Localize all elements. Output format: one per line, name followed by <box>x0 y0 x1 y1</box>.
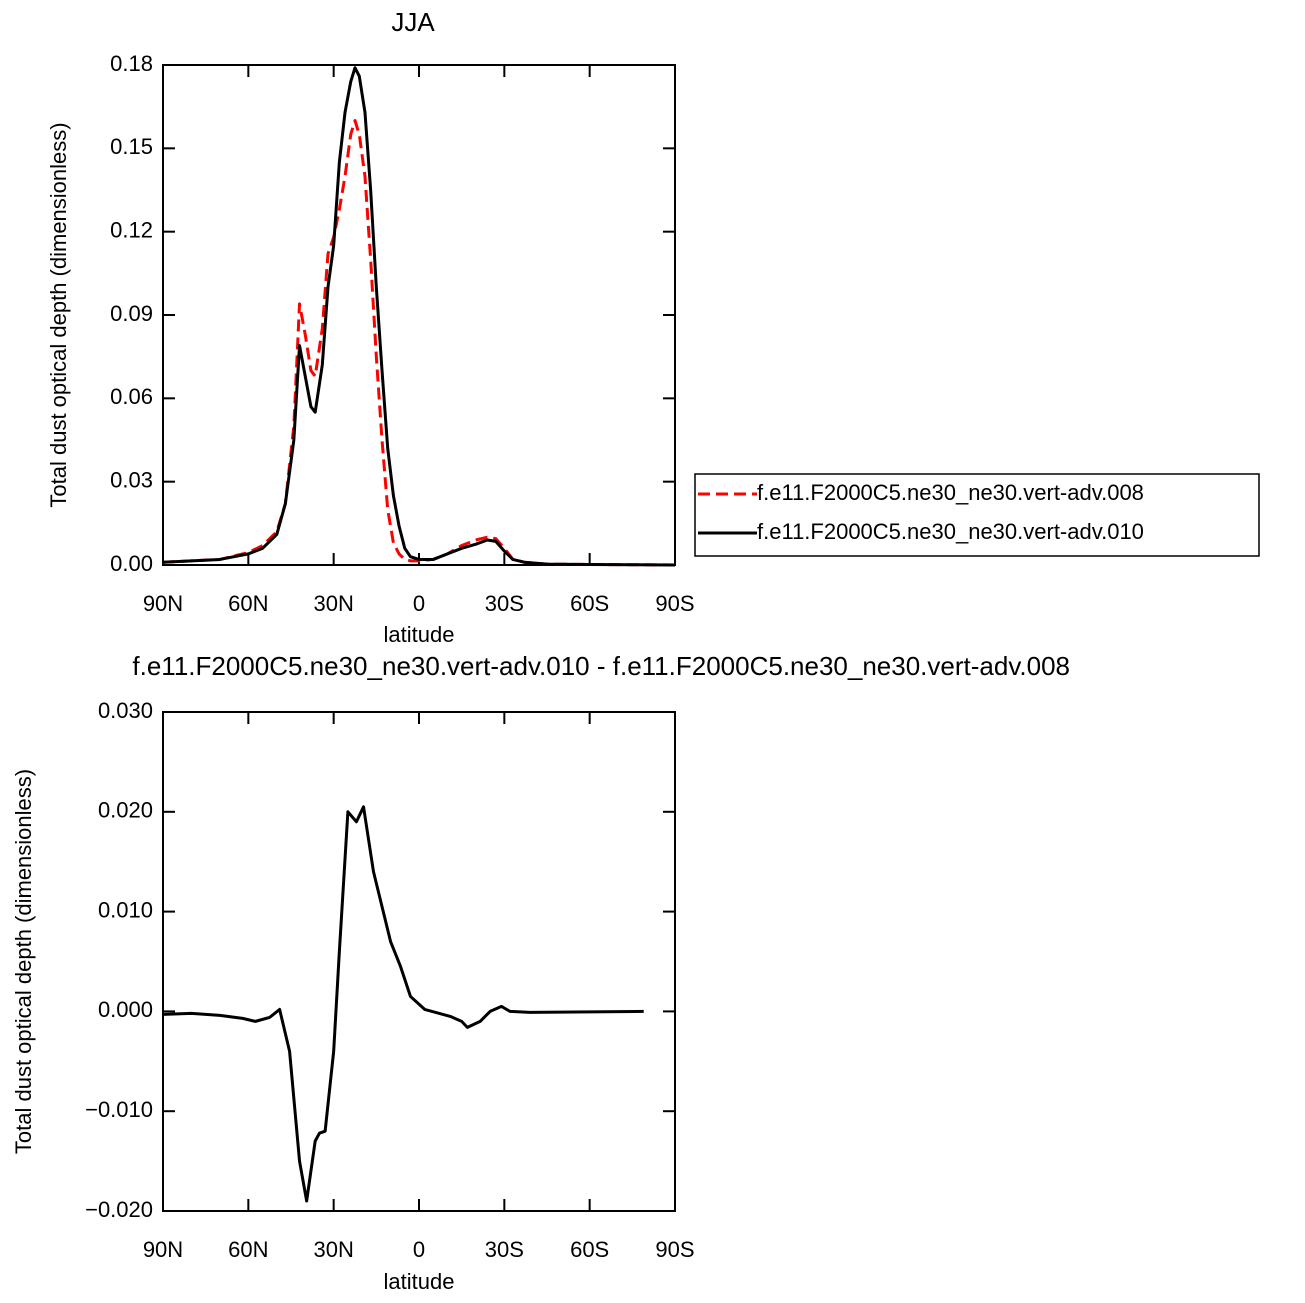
x-tick-label: 60N <box>228 591 268 616</box>
y-tick-label: 0.15 <box>110 134 153 159</box>
x-tick-label: 30S <box>485 591 524 616</box>
x-tick-label: 60N <box>228 1237 268 1262</box>
chart-title: JJA <box>391 7 435 37</box>
y-tick-label: 0.030 <box>98 698 153 723</box>
plot-frame <box>162 64 676 566</box>
y-tick-label: 0.020 <box>98 798 153 823</box>
x-axis-label: latitude <box>384 622 455 647</box>
legend-label: f.e11.F2000C5.ne30_ne30.vert-adv.010 <box>757 519 1144 544</box>
x-axis-label: latitude <box>384 1269 455 1294</box>
y-tick-label: 0.12 <box>110 217 153 242</box>
y-tick-label: 0.09 <box>110 301 153 326</box>
data-line <box>162 805 644 1203</box>
y-tick-label: 0.000 <box>98 997 153 1022</box>
data-line <box>162 119 676 567</box>
x-tick-label: 0 <box>413 591 425 616</box>
legend-label: f.e11.F2000C5.ne30_ne30.vert-adv.008 <box>757 480 1144 505</box>
y-tick-label: 0.06 <box>110 384 153 409</box>
y-tick-label: 0.010 <box>98 897 153 922</box>
chart-title: f.e11.F2000C5.ne30_ne30.vert-adv.010 - f… <box>132 651 1070 681</box>
y-tick-label: 0.03 <box>110 467 153 492</box>
x-tick-label: 90S <box>655 591 694 616</box>
x-tick-label: 60S <box>570 1237 609 1262</box>
plot-frame <box>162 711 676 1212</box>
x-tick-label: 90N <box>143 591 183 616</box>
x-tick-label: 30S <box>485 1237 524 1262</box>
legend-box <box>694 473 1260 557</box>
data-line <box>162 66 676 567</box>
y-axis-label: Total dust optical depth (dimensionless) <box>46 122 71 507</box>
x-tick-label: 30N <box>313 591 353 616</box>
x-tick-label: 0 <box>413 1237 425 1262</box>
y-tick-label: −0.020 <box>85 1197 153 1222</box>
x-tick-label: 60S <box>570 591 609 616</box>
x-tick-label: 30N <box>313 1237 353 1262</box>
y-tick-label: 0.18 <box>110 51 153 76</box>
y-tick-label: 0.00 <box>110 551 153 576</box>
x-tick-label: 90S <box>655 1237 694 1262</box>
y-axis-label: Total dust optical depth (dimensionless) <box>11 769 36 1154</box>
y-tick-label: −0.010 <box>85 1097 153 1122</box>
x-tick-label: 90N <box>143 1237 183 1262</box>
